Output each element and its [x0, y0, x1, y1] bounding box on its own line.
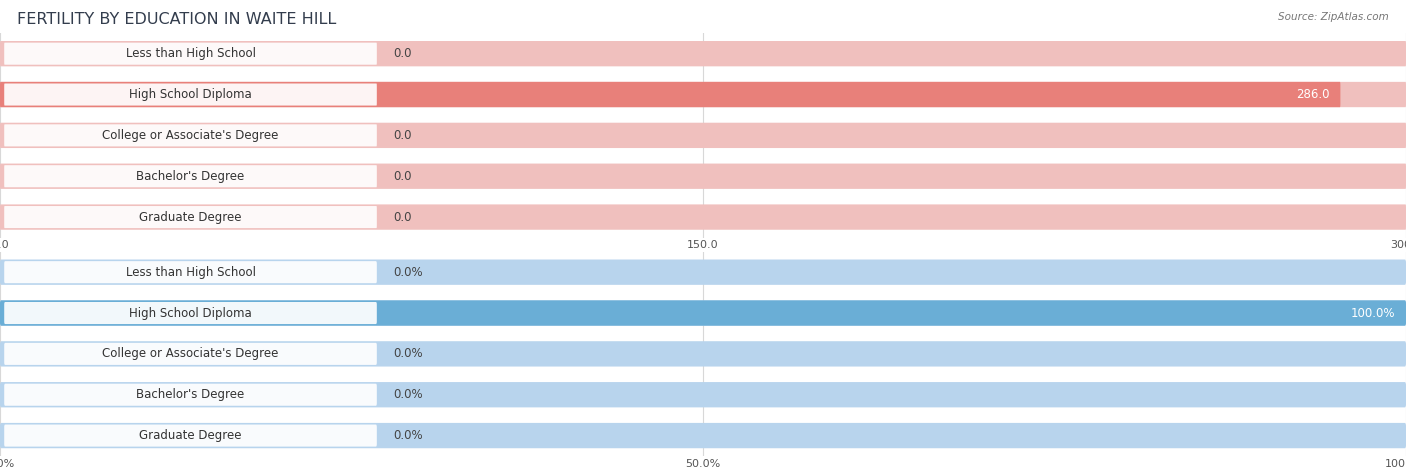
FancyBboxPatch shape [0, 341, 1406, 367]
Text: High School Diploma: High School Diploma [129, 306, 252, 320]
FancyBboxPatch shape [4, 124, 377, 146]
Text: 0.0%: 0.0% [394, 266, 423, 279]
FancyBboxPatch shape [0, 82, 1340, 107]
FancyBboxPatch shape [4, 84, 377, 105]
FancyBboxPatch shape [0, 423, 1406, 448]
FancyBboxPatch shape [4, 343, 377, 365]
Text: Less than High School: Less than High School [125, 266, 256, 279]
FancyBboxPatch shape [0, 41, 1406, 66]
FancyBboxPatch shape [4, 384, 377, 406]
FancyBboxPatch shape [0, 163, 1406, 189]
FancyBboxPatch shape [4, 425, 377, 446]
Text: 0.0: 0.0 [394, 170, 412, 183]
FancyBboxPatch shape [4, 206, 377, 228]
FancyBboxPatch shape [0, 382, 1406, 408]
FancyBboxPatch shape [0, 259, 1406, 285]
FancyBboxPatch shape [4, 165, 377, 187]
FancyBboxPatch shape [0, 300, 1406, 326]
Text: 0.0: 0.0 [394, 210, 412, 224]
Text: High School Diploma: High School Diploma [129, 88, 252, 101]
Text: Graduate Degree: Graduate Degree [139, 210, 242, 224]
Text: Bachelor's Degree: Bachelor's Degree [136, 388, 245, 401]
Text: 0.0: 0.0 [394, 129, 412, 142]
FancyBboxPatch shape [4, 261, 377, 283]
Text: 286.0: 286.0 [1296, 88, 1329, 101]
Text: College or Associate's Degree: College or Associate's Degree [103, 129, 278, 142]
Text: College or Associate's Degree: College or Associate's Degree [103, 347, 278, 361]
Text: 0.0%: 0.0% [394, 347, 423, 361]
Text: Less than High School: Less than High School [125, 47, 256, 60]
Text: 0.0%: 0.0% [394, 429, 423, 442]
Text: Graduate Degree: Graduate Degree [139, 429, 242, 442]
FancyBboxPatch shape [0, 300, 1406, 326]
FancyBboxPatch shape [0, 123, 1406, 148]
FancyBboxPatch shape [0, 204, 1406, 230]
Text: 0.0: 0.0 [394, 47, 412, 60]
Text: FERTILITY BY EDUCATION IN WAITE HILL: FERTILITY BY EDUCATION IN WAITE HILL [17, 12, 336, 27]
Text: 0.0%: 0.0% [394, 388, 423, 401]
FancyBboxPatch shape [4, 43, 377, 65]
FancyBboxPatch shape [0, 82, 1406, 107]
Text: 100.0%: 100.0% [1350, 306, 1395, 320]
Text: Bachelor's Degree: Bachelor's Degree [136, 170, 245, 183]
Text: Source: ZipAtlas.com: Source: ZipAtlas.com [1278, 12, 1389, 22]
FancyBboxPatch shape [4, 302, 377, 324]
